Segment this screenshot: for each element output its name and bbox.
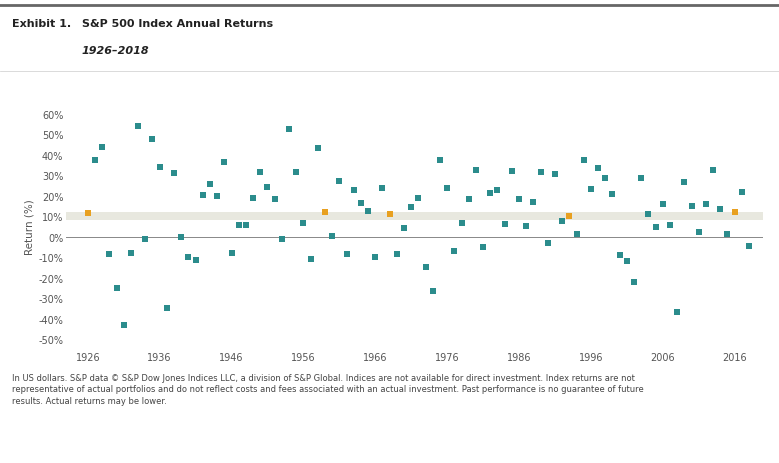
Y-axis label: Return (%): Return (%) [24,199,34,255]
Bar [66,213,763,221]
Text: S&P 500 Index Annual Returns: S&P 500 Index Annual Returns [82,19,273,30]
Text: In US dollars. S&P data © S&P Dow Jones Indices LLC, a division of S&P Global. I: In US dollars. S&P data © S&P Dow Jones … [12,373,643,405]
Text: Exhibit 1.: Exhibit 1. [12,19,71,30]
Text: 1926–2018: 1926–2018 [82,46,150,56]
